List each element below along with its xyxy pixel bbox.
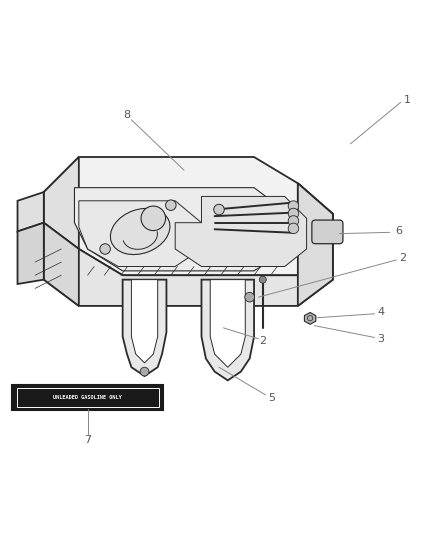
Text: 2: 2 [399,253,406,263]
Polygon shape [74,188,289,271]
Text: 3: 3 [378,334,385,344]
FancyBboxPatch shape [312,220,343,244]
Polygon shape [131,280,158,363]
Text: 8: 8 [124,110,131,120]
Polygon shape [18,223,44,284]
Polygon shape [44,157,333,275]
Circle shape [100,244,110,254]
Text: 5: 5 [268,393,275,403]
Polygon shape [175,197,307,266]
Circle shape [140,367,149,376]
Text: 7: 7 [84,434,91,445]
Polygon shape [210,280,245,367]
Polygon shape [18,192,44,231]
Polygon shape [298,183,333,306]
Circle shape [288,216,299,226]
Polygon shape [44,157,79,249]
Circle shape [288,208,299,219]
Circle shape [214,204,224,215]
FancyBboxPatch shape [12,385,163,410]
Polygon shape [44,223,79,306]
Circle shape [166,200,176,211]
Polygon shape [123,280,166,376]
Circle shape [288,201,299,211]
Text: 6: 6 [395,227,402,237]
Circle shape [259,276,266,283]
Polygon shape [304,312,316,324]
Text: UNLEADED GASOLINE ONLY: UNLEADED GASOLINE ONLY [53,395,122,400]
Circle shape [245,292,254,302]
Text: 1: 1 [404,95,411,105]
Polygon shape [201,280,254,381]
Text: 4: 4 [378,308,385,318]
Circle shape [141,206,166,231]
Ellipse shape [110,208,170,255]
Polygon shape [298,183,333,245]
Circle shape [288,223,299,233]
Text: 2: 2 [259,336,266,346]
Polygon shape [44,223,333,306]
Polygon shape [79,201,201,266]
